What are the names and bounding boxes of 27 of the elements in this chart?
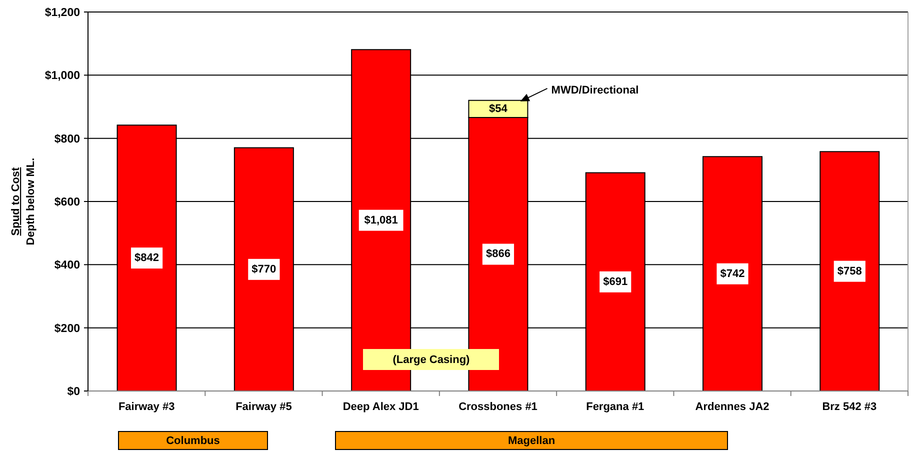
- data-label: $758: [837, 265, 862, 278]
- x-tick-label: Crossbones #1: [458, 401, 538, 413]
- data-label: $54: [489, 102, 508, 115]
- y-axis-title: Spud to Cost Depth below ML.: [10, 158, 37, 246]
- y-tick-label: $800: [54, 133, 80, 146]
- y-tick-label: $1,200: [44, 7, 80, 20]
- x-tick-label: Fairway #5: [236, 401, 292, 413]
- annotation: (Large Casing): [392, 354, 470, 366]
- x-tick-label: Fergana #1: [586, 401, 644, 413]
- y-tick-label: $400: [54, 260, 80, 272]
- y-tick-label: $200: [54, 322, 80, 335]
- y-tick-label: $1,000: [44, 70, 80, 82]
- y-tick-label: $0: [67, 386, 80, 398]
- data-label: $866: [486, 248, 510, 260]
- data-label: $1,081: [364, 214, 398, 226]
- x-tick-label: Ardennes JA2: [695, 401, 770, 413]
- y-tick-label: $600: [54, 196, 80, 209]
- data-label: $742: [720, 268, 745, 280]
- legend-label: MWD/Directional: [551, 84, 639, 96]
- data-label: $691: [603, 276, 628, 288]
- x-tick-label: Fairway #3: [118, 401, 175, 413]
- x-tick-label: Brz 542 #3: [822, 401, 877, 413]
- text: Columbus: [166, 434, 220, 446]
- x-tick-label: Deep Alex JD1: [342, 401, 419, 413]
- data-label: $770: [252, 263, 276, 276]
- text: Magellan: [508, 434, 556, 446]
- data-label: $842: [134, 252, 160, 264]
